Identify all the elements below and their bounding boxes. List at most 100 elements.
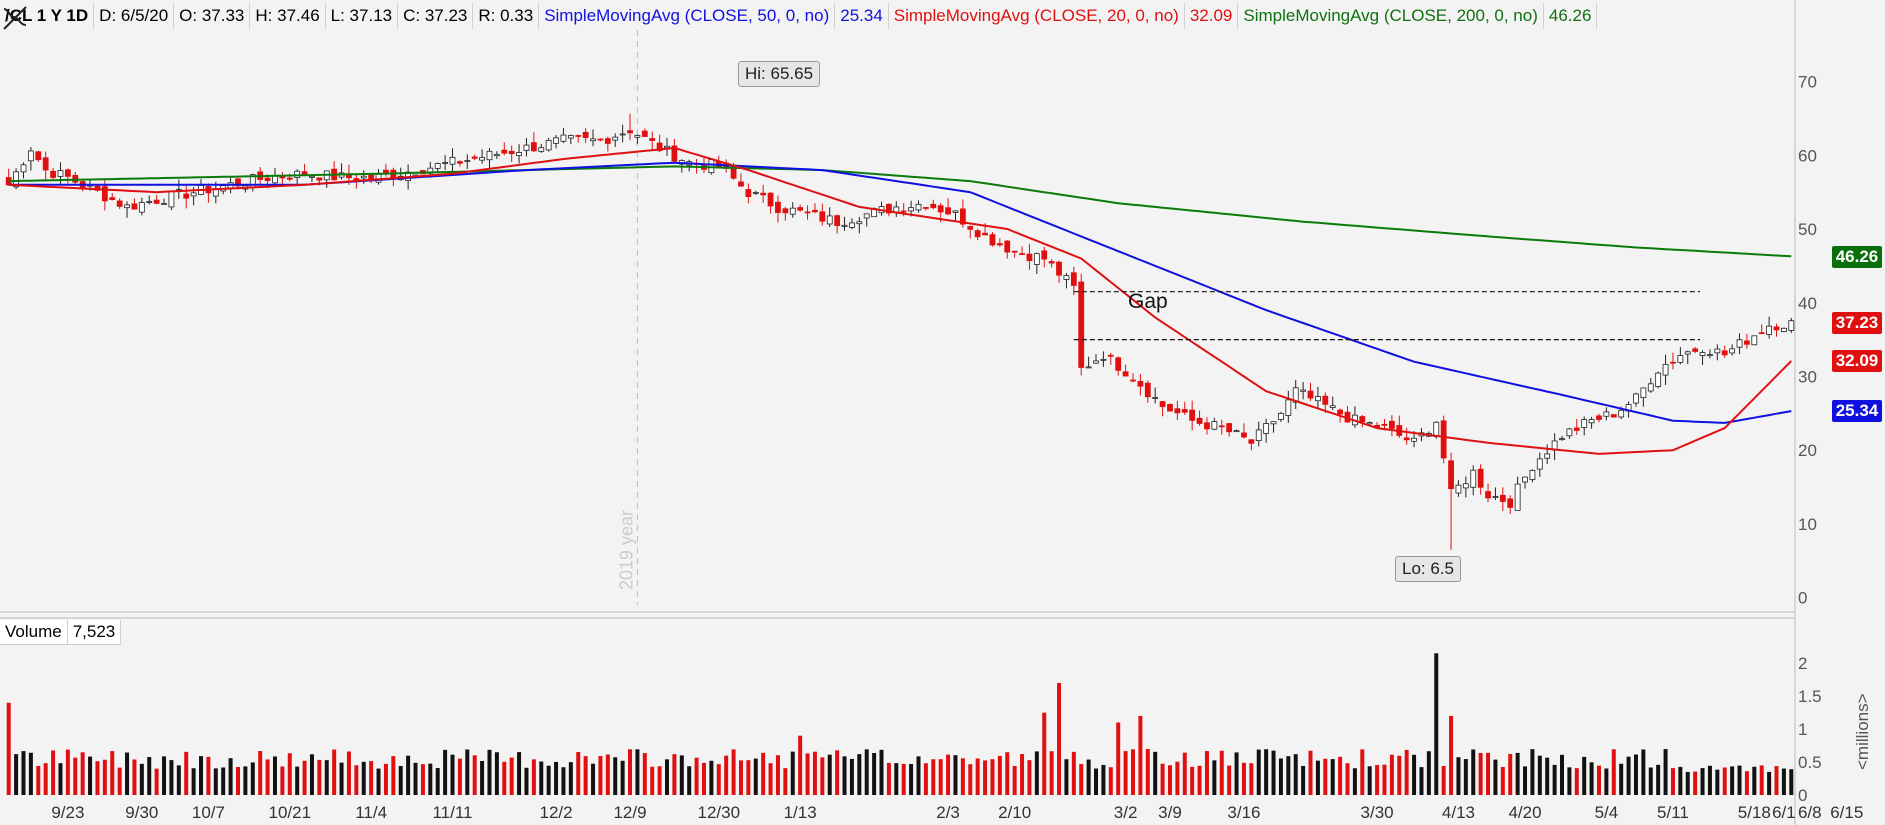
sma50-label[interactable]: SimpleMovingAvg (CLOSE, 50, 0, no) [539,3,836,29]
volume-bar [798,735,803,795]
volume-bar [576,752,581,795]
volume-bar [687,766,692,795]
volume-bar [1404,749,1409,795]
volume-bar [376,768,381,795]
candle-body [27,150,34,162]
volume-bar [894,763,899,795]
volume-bar [731,749,736,795]
x-tick-label: 3/30 [1361,803,1394,822]
sma50-price-tag: 25.34 [1832,399,1882,422]
candle-body [1033,253,1040,265]
volume-bar [1574,768,1579,795]
volume-bar [1419,767,1424,795]
volume-bar [960,758,965,795]
x-tick-label: 3/16 [1227,803,1260,822]
candle-body [1115,357,1122,371]
symbol-label[interactable]: /CL 1 Y 1D [0,3,95,29]
volume-bar [1397,755,1402,795]
candle-body [1788,320,1795,331]
volume-bar [1049,751,1054,795]
volume-bar [1707,765,1712,795]
volume-label[interactable]: Volume [0,620,68,645]
candle-body [1278,412,1284,420]
sma200-label[interactable]: SimpleMovingAvg (CLOSE, 200, 0, no) [1238,3,1544,29]
candle-body [1440,420,1447,459]
candle-body [1758,332,1765,335]
volume-bar [95,761,100,795]
candle-body [1388,420,1395,429]
candle-body [1337,409,1344,415]
candle-body [1610,414,1617,418]
candle-body [1381,423,1388,426]
volume-bar [369,761,374,795]
volume-bar [280,766,285,795]
candle-body [1248,439,1255,444]
volume-bar [701,762,706,795]
candle-body [634,134,641,138]
volume-bar [1345,763,1350,795]
candle-body [959,208,966,225]
candle-body [886,203,892,214]
candle-body [13,171,19,188]
volume-bar [117,767,122,795]
candle-body [1499,494,1506,502]
candle-body [1019,253,1025,255]
x-tick-label: 6/8 [1798,803,1822,822]
y-tick-label: 40 [1798,294,1817,313]
volume-bar [1389,754,1394,795]
candle-body [767,192,774,207]
volume-bar [1145,749,1150,795]
candle-body [183,193,190,199]
volume-bar [1338,756,1343,795]
volume-bar [1005,752,1010,795]
candle-body [286,177,293,180]
volume-bar [509,757,514,795]
sma200-line [8,165,1792,258]
candle-body [1137,380,1144,387]
candle-body [856,221,863,225]
candle-body [1781,327,1787,332]
candle-body [368,174,375,179]
volume-bar [1641,749,1646,795]
candle-body [116,200,123,207]
candle-body [1152,397,1159,399]
candle-body [1633,393,1639,404]
drawing-tool-icon[interactable] [0,3,30,33]
candle-body [516,152,522,156]
volume-bar [235,767,240,795]
candle-body [530,142,537,152]
candle-body [1603,411,1610,417]
candle-body [1618,409,1625,418]
volume-bar [1042,712,1047,795]
candle-body [1226,423,1233,433]
volume-bar [1108,767,1113,795]
x-tick-label: 9/30 [125,803,158,822]
volume-bar [1545,757,1550,795]
volume-bar [354,765,359,795]
candle-body [190,192,197,197]
candle-body [612,136,619,141]
candle-body [1403,437,1410,441]
y-tick-label: 0 [1798,589,1807,608]
candle-body [1729,348,1736,354]
volume-bar [457,758,462,795]
candle-body [1144,382,1151,398]
volume-bar [1020,754,1025,795]
x-tick-label: 2/3 [936,803,960,822]
candle-body [1492,496,1499,498]
candle-body [168,191,175,208]
volume-bar [221,767,226,795]
volume-bar [213,768,218,795]
sma20-value: 32.09 [1185,3,1239,29]
candle-body [1448,460,1454,490]
volume-bar [783,768,788,795]
volume-bar [176,765,181,795]
candle-body [20,164,27,173]
volume-bar [295,766,300,795]
volume-bar [1567,767,1572,795]
volume-bar [539,761,544,795]
volume-bar [657,766,662,795]
sma20-label[interactable]: SimpleMovingAvg (CLOSE, 20, 0, no) [889,3,1185,29]
